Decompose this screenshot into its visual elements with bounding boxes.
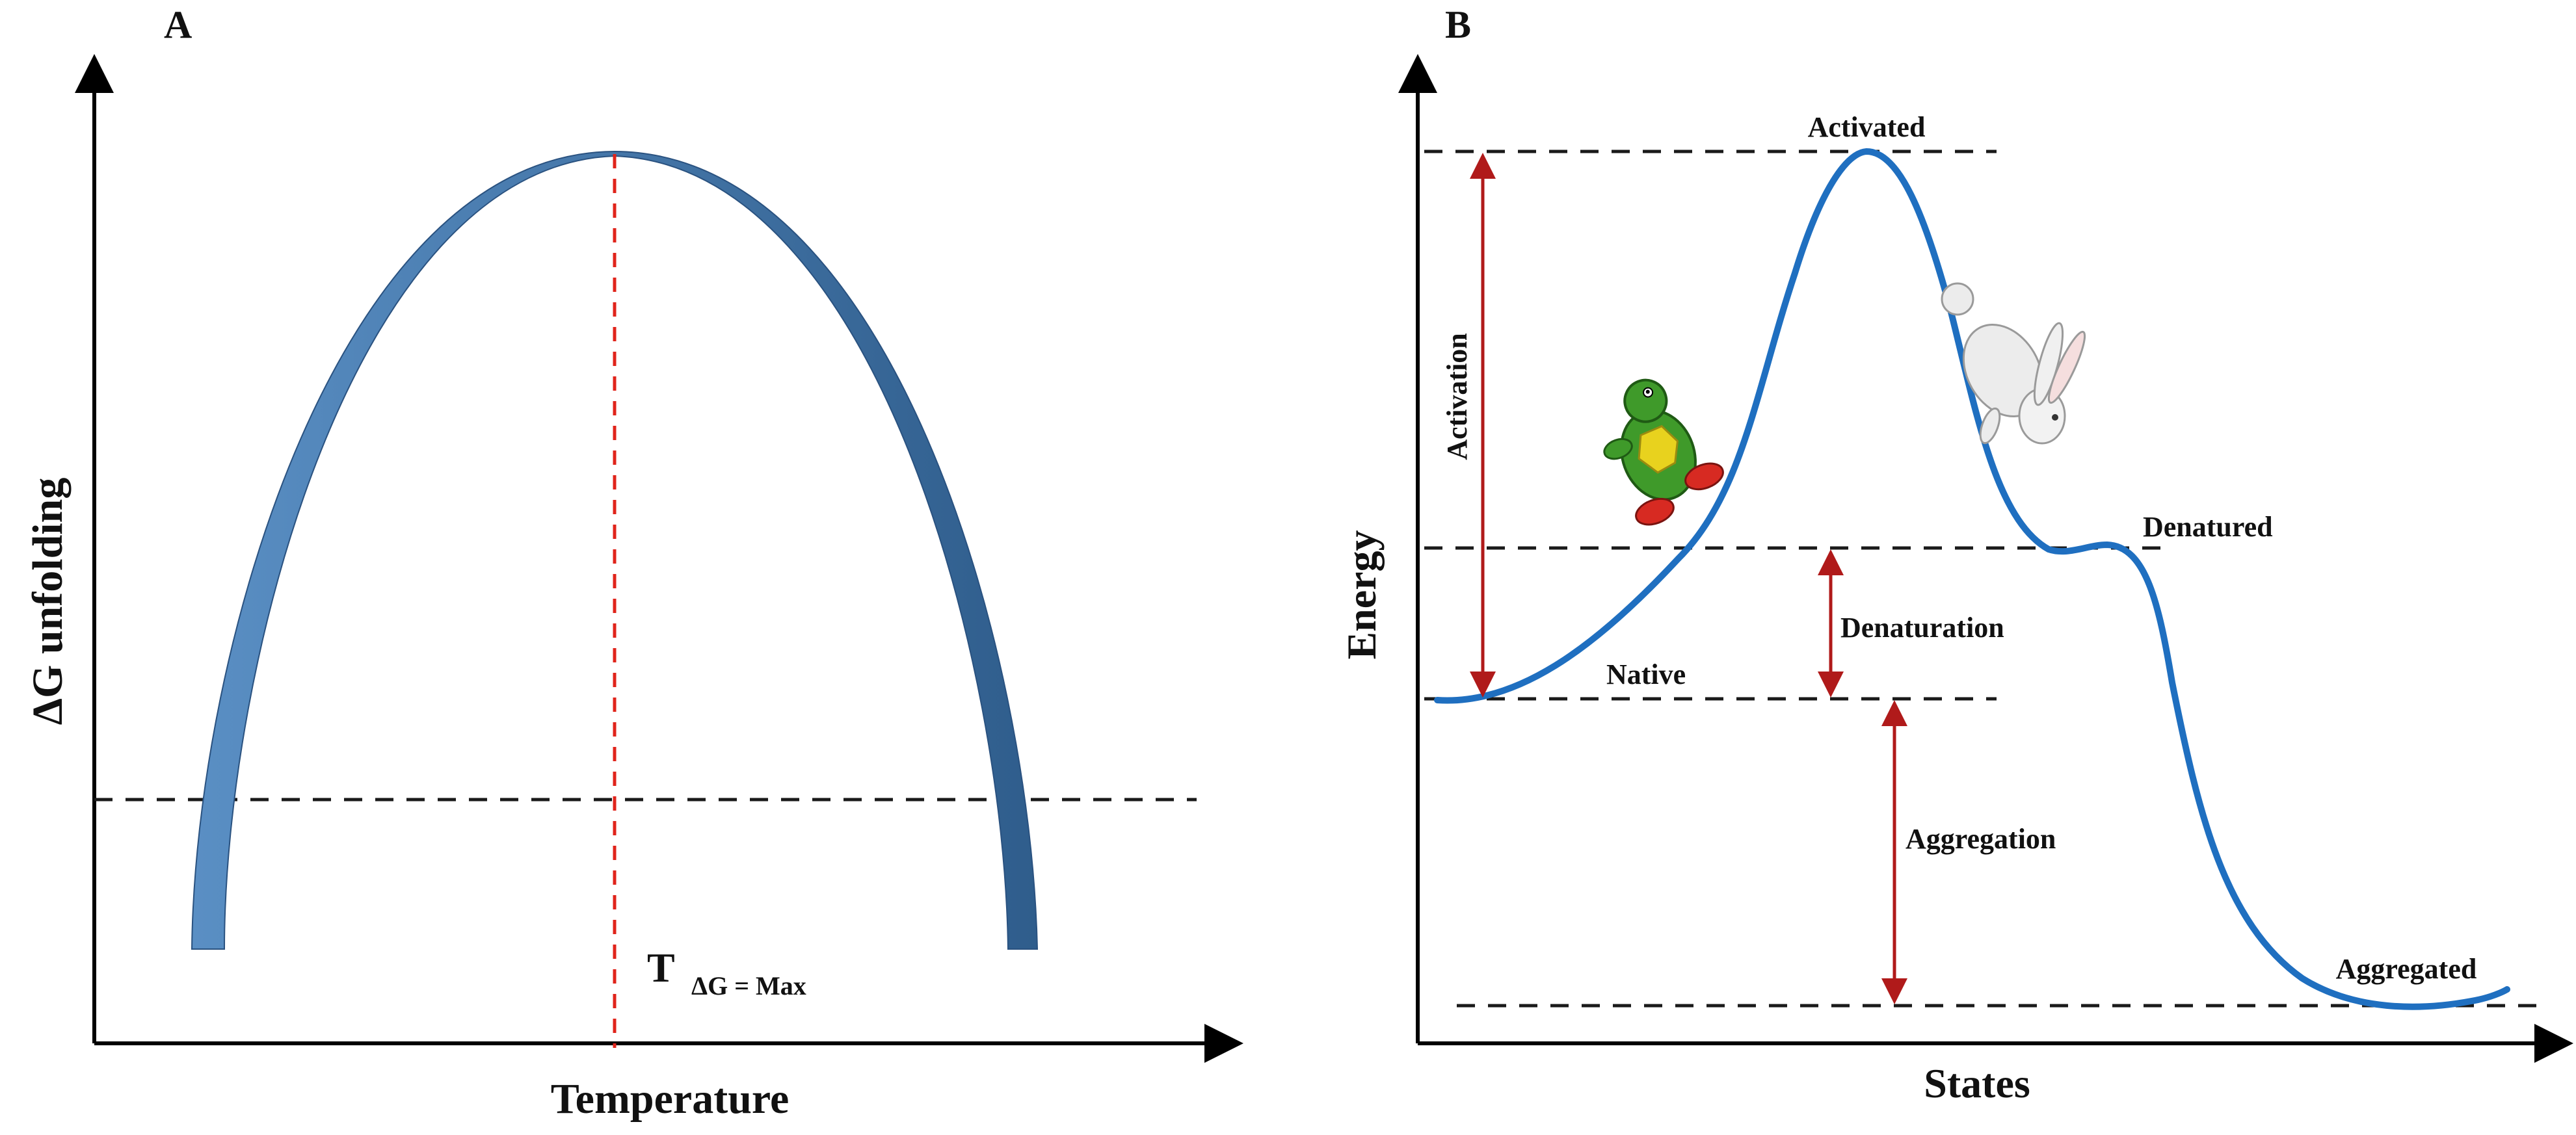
state-label-activated: Activated [1808,111,1926,143]
state-label-denatured: Denatured [2143,511,2273,543]
panel-b-label: B [1445,3,1471,46]
state-label-native: Native [1606,659,1686,690]
panel-a-label: A [164,3,192,46]
transition-label-activation: Activation [1441,333,1473,460]
tmax-label: T [647,945,675,991]
panel-b: B Activated Denatured Native Aggregated … [1338,3,2573,1106]
tmax-subscript: ΔG = Max [691,971,806,1000]
panel-a: A T ΔG = Max Temperature ΔG unfolding [24,3,1243,1123]
panel-b-x-axis-title: States [1924,1060,2030,1106]
stability-curve-band [191,150,1039,950]
rabbit-icon [1941,282,2086,445]
turtle-icon [1603,378,1724,526]
transition-label-denaturation: Denaturation [1840,612,2004,644]
transition-label-aggregation: Aggregation [1905,823,2056,855]
energy-landscape-curve [1434,148,2510,1010]
panel-b-y-axis-title: Energy [1338,530,1385,659]
panel-a-x-axis-title: Temperature [551,1075,790,1123]
panel-a-y-axis-title: ΔG unfolding [24,478,72,725]
state-label-aggregated: Aggregated [2336,953,2477,985]
